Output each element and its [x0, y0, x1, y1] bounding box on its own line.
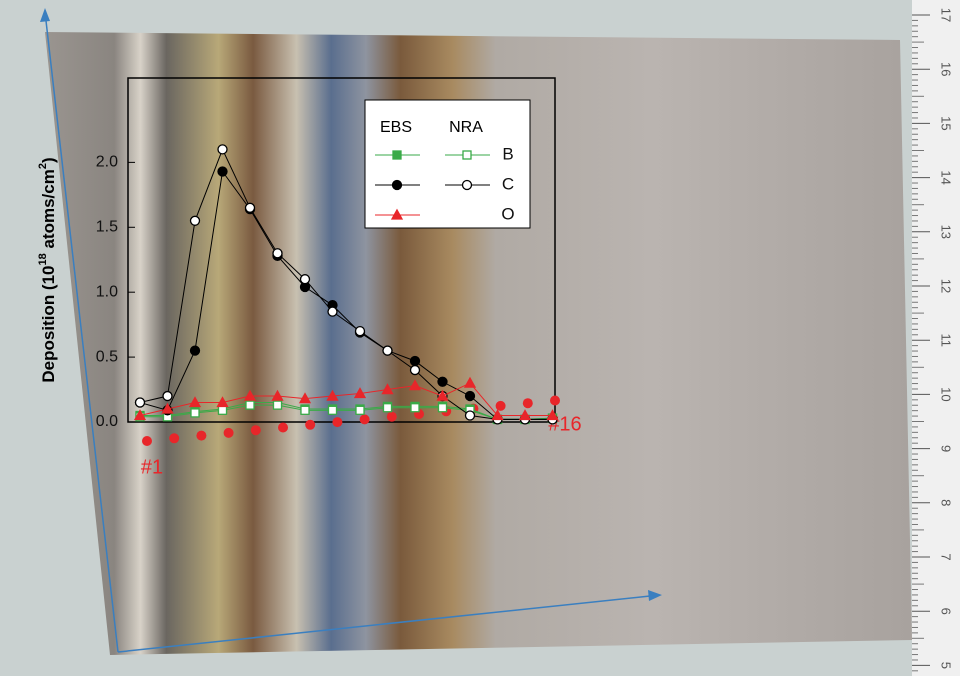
data-point — [219, 406, 227, 414]
data-point — [163, 392, 172, 401]
legend-label: O — [501, 204, 514, 223]
data-point — [328, 307, 337, 316]
position-dot — [496, 401, 506, 411]
ruler-label: 15 — [939, 116, 954, 130]
y-tick-label: 0.5 — [96, 348, 118, 365]
position-dot — [224, 428, 234, 438]
position-dot — [142, 436, 152, 446]
position-dot — [523, 398, 533, 408]
legend-marker — [393, 181, 402, 190]
data-point — [191, 216, 200, 225]
position-dot — [305, 420, 315, 430]
legend-marker — [393, 151, 401, 159]
chart: 17 16 15 14 13 12 11 10 9 8 7 6 5 Deposition (1018 a… — [0, 0, 960, 676]
y-label-part: ) — [39, 157, 58, 163]
y-tick-label: 2.0 — [96, 154, 118, 171]
data-point — [411, 356, 420, 365]
position-dot — [169, 433, 179, 443]
data-point — [384, 404, 392, 412]
data-point — [383, 346, 392, 355]
position-dot — [550, 396, 560, 406]
position-dot — [360, 414, 370, 424]
data-point — [218, 145, 227, 154]
ruler-label: 6 — [939, 608, 954, 615]
y-tick-label: 1.0 — [96, 283, 118, 300]
ruler-label: 17 — [939, 8, 954, 22]
data-point — [191, 409, 199, 417]
data-point — [218, 167, 227, 176]
ruler-label: 16 — [939, 62, 954, 76]
legend-marker — [463, 151, 471, 159]
ruler-label: 12 — [939, 279, 954, 293]
y-tick-label: 0.0 — [96, 413, 118, 430]
ruler-label: 14 — [939, 170, 954, 184]
data-point — [411, 366, 420, 375]
ruler-label: 9 — [939, 445, 954, 452]
legend-label: C — [502, 174, 514, 193]
data-point — [438, 377, 447, 386]
y-label-part: Deposition (10 — [39, 266, 58, 383]
data-point — [246, 203, 255, 212]
ruler-label: 11 — [939, 333, 954, 347]
data-point — [439, 404, 447, 412]
data-point — [246, 401, 254, 409]
position-dot — [251, 425, 261, 435]
legend-marker — [463, 181, 472, 190]
data-point — [301, 275, 310, 284]
data-point — [356, 406, 364, 414]
page: 17 16 15 14 13 12 11 10 9 8 7 6 5 Deposition (1018 a… — [0, 0, 960, 676]
data-point — [411, 404, 419, 412]
ruler-label: 10 — [939, 387, 954, 401]
ruler-label: 5 — [939, 662, 954, 669]
data-point — [466, 392, 475, 401]
data-point — [274, 401, 282, 409]
position-dot — [278, 423, 288, 433]
legend-header: NRA — [449, 119, 483, 136]
data-point — [356, 327, 365, 336]
ruler-label: 7 — [939, 553, 954, 560]
x-tick-label: #1 — [141, 456, 163, 478]
data-point — [191, 346, 200, 355]
data-point — [136, 398, 145, 407]
position-dot — [387, 412, 397, 422]
y-label-sup: 18 — [37, 253, 49, 265]
legend-header: EBS — [380, 119, 412, 136]
data-point — [301, 406, 309, 414]
data-point — [329, 406, 337, 414]
position-dot — [196, 431, 206, 441]
data-point — [273, 249, 282, 258]
y-tick-label: 1.5 — [96, 219, 118, 236]
position-dot — [332, 417, 342, 427]
y-axis-label: Deposition (1018 atoms/cm2) — [37, 157, 59, 382]
ruler-label: 8 — [939, 499, 954, 506]
ruler-label: 13 — [939, 225, 954, 239]
legend-label: B — [502, 144, 513, 163]
data-point — [466, 411, 475, 420]
y-label-part: atoms/cm — [39, 169, 58, 253]
